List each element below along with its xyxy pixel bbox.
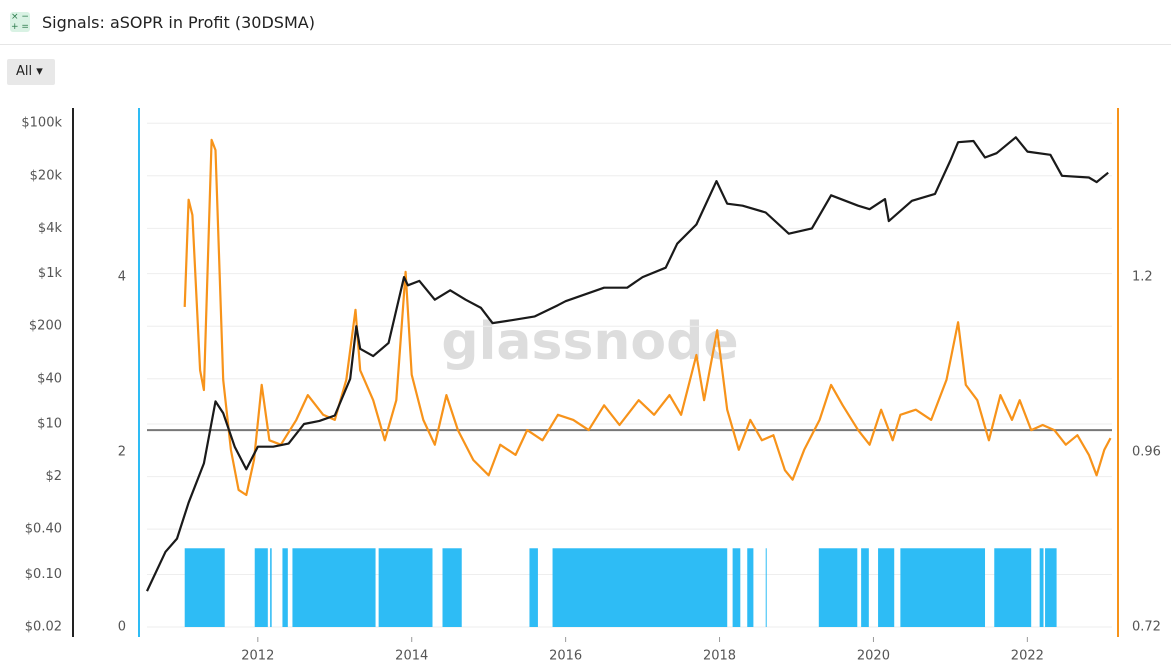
signal-bar: [732, 548, 741, 627]
y-tick-label: $0.40: [25, 522, 62, 537]
watermark: glassnode: [441, 312, 738, 372]
signal-bar: [529, 548, 538, 627]
y-tick-label: $10: [37, 417, 62, 432]
icon: × − + =: [10, 12, 30, 32]
signal-bar: [765, 548, 767, 627]
signal-bar: [747, 548, 754, 627]
series-line: [146, 136, 1109, 592]
signal-bar: [818, 548, 858, 627]
signal-bar: [861, 548, 869, 627]
signal-bar: [994, 548, 1032, 627]
range-label[interactable]: All: [16, 64, 33, 79]
y-tick-label: $2: [45, 469, 62, 484]
signal-bar: [254, 548, 268, 627]
y-tick-label: $100k: [21, 116, 62, 131]
x-tick-label: 2012: [241, 649, 274, 661]
x-tick-label: 2014: [395, 649, 428, 661]
y2-tick-label: 0.72: [1132, 620, 1161, 635]
signal-bar: [378, 548, 433, 627]
signal-bar: [184, 548, 225, 627]
y-tick-label: $4k: [38, 221, 63, 236]
range-button[interactable]: All ▾: [7, 59, 55, 85]
y-tick-label: $0.02: [25, 620, 62, 635]
y-tick-label: $1k: [38, 266, 63, 281]
y-tick-label: $40: [37, 371, 62, 386]
signal-tick-label: 4: [118, 270, 126, 285]
y2-tick-label: 1.2: [1132, 269, 1153, 284]
signal-bar: [1039, 548, 1044, 627]
signal-bar: [270, 548, 272, 627]
signal-tick-label: 0: [118, 620, 126, 635]
header: × − + = Signals: aSOPR in Profit (30DSMA): [0, 0, 1171, 45]
x-tick-label: 2022: [1011, 649, 1044, 661]
x-tick-label: 2016: [549, 649, 582, 661]
signal-bar: [282, 548, 288, 627]
x-tick-label: 2020: [857, 649, 890, 661]
y-tick-label: $20k: [30, 168, 63, 183]
y-tick-label: $0.10: [25, 567, 62, 582]
signal-bar: [292, 548, 376, 627]
signal-bar: [878, 548, 895, 627]
series-line: [183, 138, 1112, 497]
y2-tick-label: 0.96: [1132, 444, 1161, 459]
x-tick-label: 2018: [703, 649, 736, 661]
signal-tick-label: 2: [118, 445, 126, 460]
title: Signals: aSOPR in Profit (30DSMA): [42, 12, 315, 32]
signal-bar: [442, 548, 462, 627]
signal-bar: [552, 548, 728, 627]
signal-bar: [1045, 548, 1057, 627]
signal-bar: [900, 548, 986, 627]
y-tick-label: $200: [29, 319, 62, 334]
